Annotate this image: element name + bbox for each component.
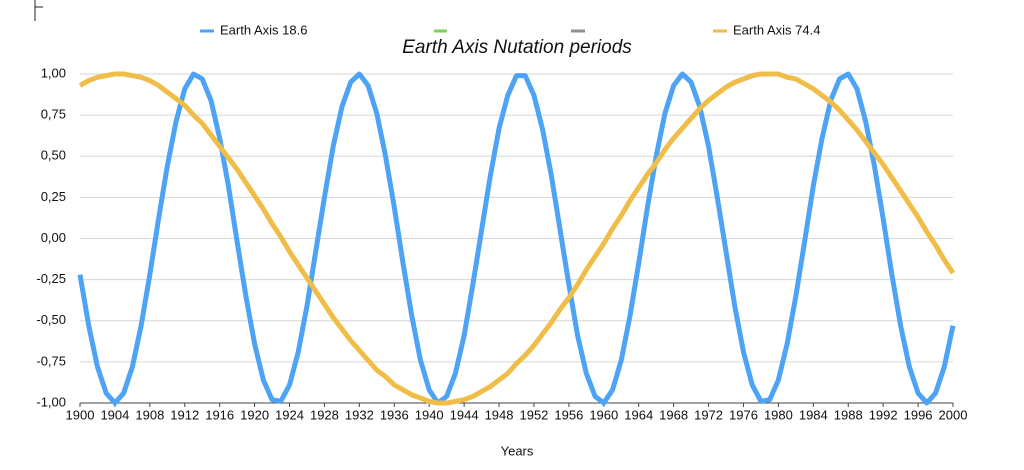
series-line bbox=[78, 71, 956, 406]
x-tick-label: 1992 bbox=[869, 407, 898, 422]
y-tick-label: 0,00 bbox=[41, 230, 66, 245]
x-tick-label: 1948 bbox=[485, 407, 514, 422]
y-tick-label: -0,75 bbox=[36, 353, 66, 368]
x-tick-label: 1956 bbox=[554, 407, 583, 422]
x-tick-label: 1988 bbox=[834, 407, 863, 422]
x-tick-label: 1980 bbox=[764, 407, 793, 422]
x-tick-label: 1932 bbox=[345, 407, 374, 422]
x-tick-label: 1976 bbox=[729, 407, 758, 422]
y-tick-label: -1,00 bbox=[36, 394, 66, 409]
x-tick-label: 1960 bbox=[589, 407, 618, 422]
x-tick-label: 1944 bbox=[450, 407, 479, 422]
x-tick-label: 1908 bbox=[135, 407, 164, 422]
y-tick-label: -0,50 bbox=[36, 312, 66, 327]
x-axis-label: Years bbox=[501, 443, 534, 458]
x-tick-label: 1912 bbox=[170, 407, 199, 422]
x-tick-label: 1940 bbox=[415, 407, 444, 422]
x-tick-label: 1984 bbox=[799, 407, 828, 422]
x-tick-label: 1968 bbox=[659, 407, 688, 422]
y-tick-label: 0,50 bbox=[41, 148, 66, 163]
legend-label: Earth Axis 18.6 bbox=[220, 22, 307, 37]
x-tick-label: 1924 bbox=[275, 407, 304, 422]
y-tick-label: 1,00 bbox=[41, 65, 66, 80]
x-tick-label: 1904 bbox=[100, 407, 129, 422]
x-tick-label: 1916 bbox=[205, 407, 234, 422]
x-tick-label: 1900 bbox=[66, 407, 95, 422]
legend-label: Earth Axis 74.4 bbox=[733, 22, 820, 37]
x-tick-label: 2000 bbox=[939, 407, 968, 422]
x-tick-label: 1920 bbox=[240, 407, 269, 422]
x-tick-label: 1972 bbox=[694, 407, 723, 422]
x-tick-label: 1996 bbox=[904, 407, 933, 422]
y-tick-label: 0,25 bbox=[41, 189, 66, 204]
x-tick-label: 1936 bbox=[380, 407, 409, 422]
y-tick-label: 0,75 bbox=[41, 107, 66, 122]
chart-title: Earth Axis Nutation periods bbox=[402, 37, 632, 58]
x-tick-label: 1928 bbox=[310, 407, 339, 422]
series-line bbox=[77, 71, 956, 406]
x-tick-label: 1964 bbox=[624, 407, 653, 422]
x-tick-label: 1952 bbox=[519, 407, 548, 422]
y-tick-label: -0,25 bbox=[36, 271, 66, 286]
